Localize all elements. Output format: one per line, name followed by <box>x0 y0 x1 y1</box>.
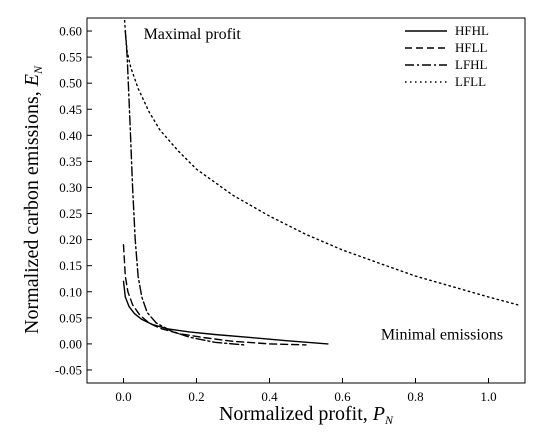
x-axis-title: Normalized profit, PN <box>219 403 394 427</box>
y-tick-label: 0.00 <box>59 336 82 351</box>
y-tick-label: 0.50 <box>59 76 82 91</box>
y-tick-label: 0.15 <box>59 258 82 273</box>
plot-frame <box>86 17 526 384</box>
annotation-1: Minimal emissions <box>381 327 503 344</box>
y-tick-label: 0.10 <box>59 284 82 299</box>
legend: HFHL HFLL LFHL LFLL <box>405 23 489 89</box>
y-tick-label: 0.60 <box>59 24 82 39</box>
series-line-hfll <box>122 244 307 346</box>
series-line-hfhl <box>122 280 329 345</box>
y-tick-label: -0.05 <box>55 362 82 377</box>
y-tick-label: 0.45 <box>59 102 82 117</box>
y-tick-label: 0.35 <box>59 154 82 169</box>
legend-label-lfhl: LFHL <box>455 57 488 72</box>
y-tick-label: 0.55 <box>59 50 82 65</box>
legend-label-hfhl: HFHL <box>455 23 489 38</box>
x-tick-label: 0.0 <box>115 389 131 404</box>
legend-label-hfll: HFLL <box>455 40 488 55</box>
y-tick-label: 0.25 <box>59 206 82 221</box>
x-tick-label: 0.4 <box>261 389 278 404</box>
x-tick-label: 0.6 <box>334 389 351 404</box>
x-tick-label: 0.8 <box>407 389 423 404</box>
legend-label-lfll: LFLL <box>455 74 486 89</box>
x-tick-label: 1.0 <box>480 389 496 404</box>
series-line-lfhl <box>124 30 245 346</box>
x-axis: 0.0 0.2 0.4 0.6 0.8 1.0 <box>115 378 497 404</box>
annotation-0: Maximal profit <box>144 26 242 43</box>
series-layer <box>122 19 519 346</box>
y-tick-label: 0.20 <box>59 232 82 247</box>
annotation-layer: Maximal profit Minimal emissions <box>144 26 503 344</box>
y-axis: -0.05 0.00 0.05 0.10 0.15 0.20 0.25 0.30 0.35 0.4… <box>55 24 92 377</box>
y-tick-label: 0.30 <box>59 180 82 195</box>
x-tick-label: 0.2 <box>188 389 204 404</box>
series-line-lfll <box>123 19 519 306</box>
y-axis-title: Normalized carbon emissions, EN <box>21 65 45 334</box>
y-tick-label: 0.40 <box>59 128 82 143</box>
y-tick-label: 0.05 <box>59 310 82 325</box>
